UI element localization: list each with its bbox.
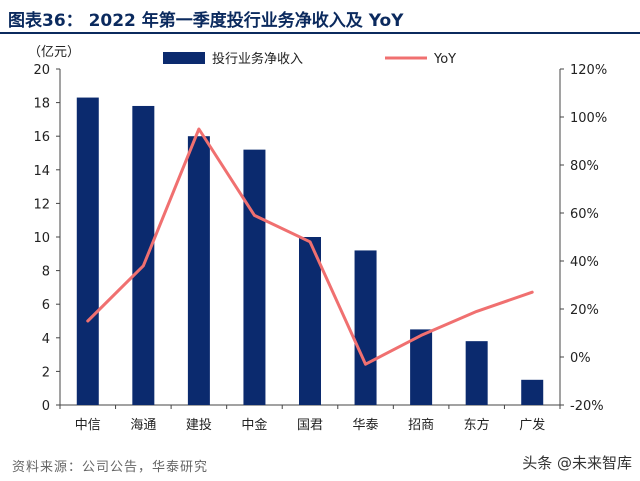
y-left-tick-label: 2	[42, 365, 50, 380]
y-left-tick-label: 0	[42, 399, 50, 414]
x-tick-label: 招商	[408, 418, 434, 433]
y-left-tick-label: 4	[42, 332, 50, 347]
y-left-tick-label: 18	[33, 97, 50, 112]
legend-swatch-bar	[163, 52, 205, 64]
bar	[132, 105, 155, 406]
y-right-tick-label: 80%	[570, 159, 599, 174]
y-right-tick-label: -20%	[570, 399, 604, 414]
x-tick-label: 中金	[241, 417, 267, 433]
bar	[354, 250, 377, 405]
legend-label-line: YoY	[433, 52, 456, 67]
y-left-tick-label: 6	[42, 298, 50, 313]
x-tick-label: 东方	[464, 417, 490, 433]
legend-label-bar: 投行业务净收入	[212, 51, 303, 67]
y-left-tick-label: 16	[33, 130, 50, 145]
bar	[410, 329, 433, 405]
bar	[299, 237, 321, 405]
y-left-tick-label: 12	[33, 197, 50, 212]
y-left-tick-label: 10	[33, 231, 50, 246]
y-left-tick-label: 14	[33, 164, 50, 179]
y-left-tick-label: 20	[33, 63, 50, 78]
y-right-tick-label: 20%	[570, 303, 599, 318]
bar	[465, 341, 488, 405]
y-left-tick-label: 8	[42, 265, 50, 280]
y-right-tick-label: 60%	[570, 207, 599, 222]
watermark: 头条 @未来智库	[522, 454, 632, 472]
x-tick-label: 中信	[75, 418, 101, 433]
title-bar: 图表36： 2022 年第一季度投行业务净收入及 YoY	[0, 0, 640, 34]
bar	[187, 136, 210, 405]
y-axis-unit-label: （亿元）	[28, 45, 81, 60]
y-right-tick-label: 40%	[570, 255, 599, 270]
bar	[76, 97, 99, 405]
source-note: 资料来源：公司公告，华泰研究	[12, 460, 209, 475]
x-tick-label: 海通	[130, 418, 156, 433]
chart-title: 图表36： 2022 年第一季度投行业务净收入及 YoY	[8, 11, 404, 31]
x-tick-label: 华泰	[353, 418, 379, 433]
bar	[521, 379, 544, 405]
y-right-tick-label: 0%	[570, 351, 591, 366]
y-right-tick-label: 100%	[570, 111, 607, 126]
x-tick-label: 广发	[519, 417, 545, 433]
x-tick-label: 建投	[186, 417, 212, 433]
bar	[243, 149, 266, 405]
x-tick-label: 国君	[297, 418, 323, 433]
y-right-tick-label: 120%	[570, 63, 607, 78]
title-divider	[0, 32, 640, 34]
